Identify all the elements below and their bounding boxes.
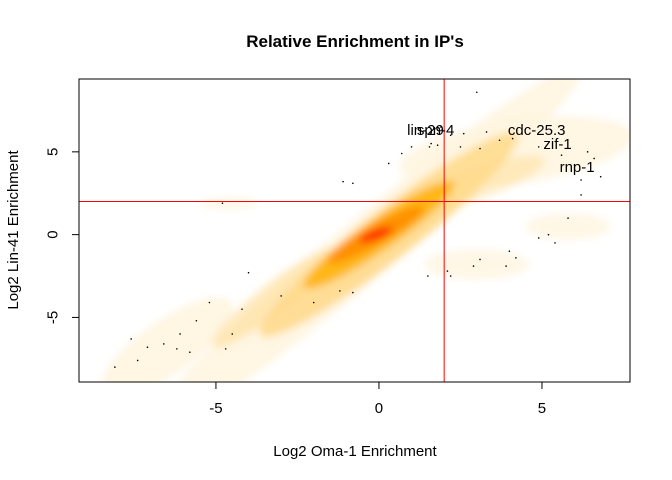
- y-tick-label: 0: [45, 230, 62, 238]
- reference-lines: [79, 79, 630, 382]
- outlier-point: [387, 162, 390, 165]
- point-label-lin-29: lin-29: [407, 122, 444, 139]
- outlier-point: [400, 152, 403, 155]
- outlier-point: [130, 338, 132, 340]
- outlier-point: [449, 275, 452, 277]
- density-mid-lower: [212, 247, 337, 348]
- outlier-point: [440, 126, 442, 128]
- outlier-point: [498, 139, 501, 142]
- x-tick-label: 0: [375, 400, 383, 417]
- outlier-point: [146, 346, 149, 349]
- outlier-point: [547, 233, 550, 236]
- x-axis-label: Log2 Oma-1 Enrichment: [273, 443, 437, 460]
- point-label-rnp-1: rnp-1: [560, 159, 595, 176]
- outlier-point: [586, 151, 589, 153]
- outlier-points-layer: [114, 91, 602, 368]
- outlier-point: [573, 164, 576, 166]
- outlier-point: [114, 366, 116, 368]
- x-tick-label: 5: [538, 400, 546, 417]
- outlier-point: [459, 146, 462, 148]
- labeled-point: [560, 154, 563, 156]
- outlier-point: [280, 295, 282, 297]
- density-mid-upper: [421, 155, 545, 208]
- outlier-point: [505, 265, 507, 267]
- outlier-point: [511, 137, 514, 140]
- x-tick-label: -5: [209, 400, 222, 417]
- density-layer: [101, 79, 630, 382]
- outlier-point: [580, 194, 582, 196]
- outlier-point: [247, 271, 250, 274]
- outlier-point: [241, 308, 243, 310]
- labeled-point: [580, 179, 582, 181]
- outlier-point: [567, 217, 569, 219]
- outlier-point: [479, 258, 481, 261]
- outlier-point: [410, 146, 413, 148]
- density-halo-isolated: [199, 197, 259, 209]
- labeled-point: [428, 146, 431, 148]
- outlier-point: [189, 351, 191, 353]
- outlier-point: [162, 343, 165, 345]
- outlier-point: [179, 333, 181, 335]
- y-axis-label: Log2 Lin-41 Enrichment: [5, 150, 22, 310]
- outlier-point: [554, 242, 556, 244]
- outlier-point: [339, 290, 341, 292]
- y-tick-label: 5: [45, 148, 62, 156]
- outlier-point: [537, 237, 540, 239]
- outlier-point: [449, 134, 452, 137]
- outlier-point: [208, 301, 211, 304]
- y-tick-label: -5: [45, 311, 62, 324]
- outlier-point: [352, 291, 354, 294]
- outlier-point: [176, 348, 178, 350]
- density-halo-right: [525, 213, 611, 240]
- outlier-point: [231, 333, 234, 335]
- outlier-point: [195, 319, 198, 322]
- outlier-point: [462, 132, 465, 135]
- outlier-point: [515, 257, 517, 259]
- point-label-zif-1: zif-1: [543, 136, 571, 153]
- labeled-point: [436, 144, 439, 147]
- outlier-point: [593, 157, 595, 160]
- outlier-point: [446, 270, 449, 272]
- point-label-cdc-25.3: cdc-25.3: [508, 122, 566, 139]
- density-halo-lower: [101, 297, 233, 382]
- y-axis: -5 0 5: [45, 148, 80, 324]
- outlier-point: [508, 250, 511, 252]
- outlier-point: [136, 359, 139, 362]
- outlier-point: [475, 91, 478, 94]
- x-axis: -5 0 5: [209, 381, 546, 417]
- chart-title: Relative Enrichment in IP's: [246, 32, 464, 51]
- outlier-point: [342, 180, 344, 183]
- outlier-point: [352, 182, 354, 185]
- outlier-point: [312, 301, 315, 304]
- density-peak: [358, 227, 393, 243]
- outlier-point: [472, 265, 475, 267]
- density-halo-lower-right: [424, 249, 529, 280]
- point-label-spn-4: spn-4: [417, 122, 455, 139]
- outlier-point: [479, 147, 481, 150]
- outlier-point: [430, 142, 432, 145]
- labeled-point: [537, 146, 540, 148]
- outlier-point: [427, 275, 429, 277]
- outlier-point: [599, 175, 602, 178]
- outlier-point: [224, 348, 227, 350]
- outlier-point: [221, 202, 224, 204]
- outlier-point: [485, 131, 488, 133]
